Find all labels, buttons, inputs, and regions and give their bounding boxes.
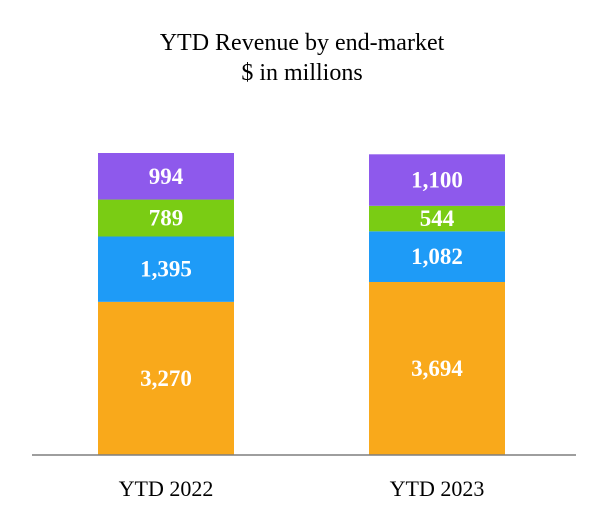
data-labels: 3,270 1,395 789 994 3,694 1,082 544 1,100 [140,164,463,391]
chart-subtitle: $ in millions [241,60,362,86]
data-label: 1,100 [411,168,463,193]
data-label: 789 [149,206,184,231]
data-label: 1,395 [140,257,192,282]
bar-segment-2-ytd-2022 [98,236,234,302]
bar-segment-3-ytd-2023 [369,205,505,232]
x-tick-label: YTD 2022 [119,476,214,501]
bar-segment-4-ytd-2023 [369,154,505,206]
data-label: 994 [149,164,184,189]
bar-segment-4-ytd-2022 [98,153,234,200]
data-label: 3,270 [140,366,192,391]
bar-segments [98,153,505,455]
bar-segment-1-ytd-2022 [98,301,234,455]
data-label: 1,082 [411,244,463,269]
chart-title: YTD Revenue by end-market [160,30,445,56]
x-tick-label: YTD 2023 [390,476,485,501]
bar-segment-3-ytd-2022 [98,199,234,237]
bar-segment-2-ytd-2023 [369,231,505,282]
data-label: 3,694 [411,356,463,381]
bar-segment-1-ytd-2023 [369,281,505,455]
data-label: 544 [420,206,455,231]
x-axis-labels: YTD 2022 YTD 2023 [119,476,485,501]
